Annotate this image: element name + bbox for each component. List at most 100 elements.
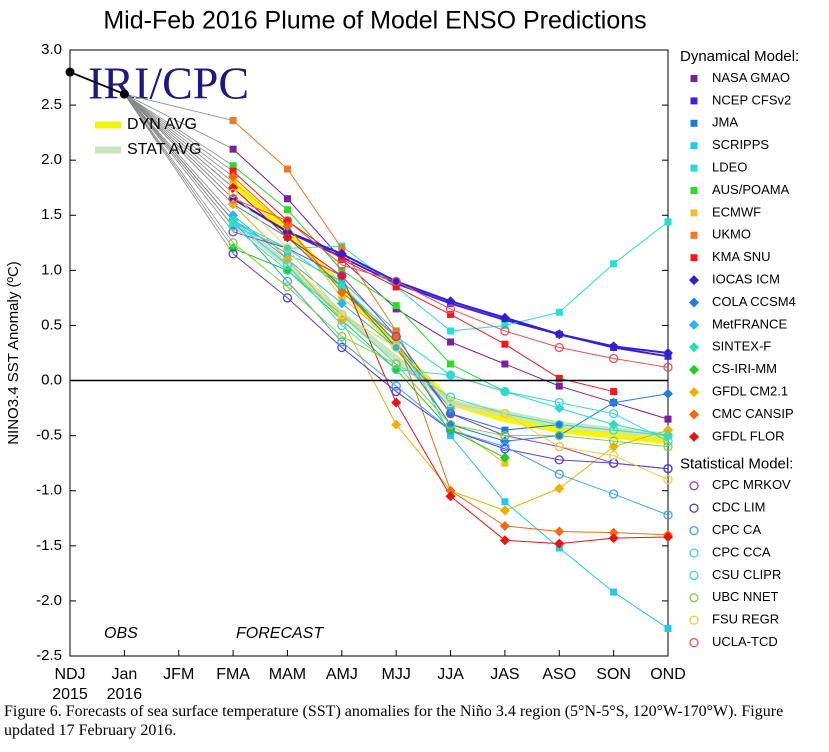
legend-marker	[689, 275, 699, 286]
legend-label: ECMWF	[712, 204, 761, 219]
data-point	[229, 178, 237, 186]
data-point	[283, 206, 291, 214]
data-point	[554, 442, 564, 452]
data-point	[392, 338, 400, 346]
model-line	[232, 192, 669, 481]
x-tick-label: SON	[596, 666, 631, 683]
legend-marker	[690, 75, 698, 82]
data-point	[228, 249, 238, 259]
model-line	[232, 220, 669, 516]
data-point	[663, 510, 673, 520]
data-point	[282, 243, 293, 254]
model-line	[232, 165, 506, 393]
y-tick-label: -0.5	[36, 427, 62, 444]
data-point	[391, 397, 402, 408]
legend-marker	[689, 342, 699, 353]
legend-label: UKMO	[712, 227, 751, 242]
data-point	[282, 243, 293, 253]
data-point	[229, 145, 237, 153]
legend-label: CPC MRKOV	[712, 477, 791, 492]
logo: IRI/CPC	[88, 58, 249, 109]
data-point	[282, 265, 293, 276]
observed-line	[69, 71, 125, 95]
legend-label: AUS/POAMA	[712, 182, 790, 197]
observed-point	[119, 89, 129, 99]
fan-line	[124, 93, 234, 167]
data-point	[447, 338, 455, 346]
data-point	[392, 302, 400, 310]
x-tick-label: JJA	[437, 666, 464, 683]
data-point	[228, 227, 238, 237]
legend-label: SCRIPPS	[712, 137, 769, 152]
data-point	[501, 459, 509, 467]
data-point	[336, 248, 347, 259]
data-point	[554, 526, 565, 537]
data-point	[555, 421, 563, 429]
data-point	[282, 260, 293, 270]
legend-marker	[690, 254, 698, 262]
fan-line	[124, 93, 234, 216]
data-point	[501, 340, 509, 348]
data-point	[229, 167, 237, 175]
data-point	[499, 520, 510, 531]
y-tick-label: 1.0	[41, 261, 62, 278]
data-point	[445, 370, 456, 381]
data-point	[447, 410, 455, 418]
x-tick-label: OND	[650, 666, 686, 683]
data-point	[664, 624, 672, 632]
data-point	[608, 450, 619, 461]
fan-line	[124, 93, 234, 222]
legend-label: GFDL CM2.1	[712, 384, 788, 399]
data-point	[554, 329, 565, 340]
legend-label: SINTEX-F	[712, 339, 771, 354]
legend-label: GFDL FLOR	[712, 428, 784, 443]
data-point	[229, 117, 237, 125]
data-point	[283, 165, 291, 173]
legend-marker	[689, 319, 699, 330]
legend-marker	[690, 231, 698, 239]
data-point	[391, 359, 401, 369]
y-tick-label: 0.0	[41, 372, 62, 389]
legend-label: JMA	[712, 115, 738, 130]
data-point	[447, 310, 455, 318]
legend-marker	[689, 525, 699, 536]
model-line	[232, 181, 506, 464]
data-point	[499, 505, 510, 516]
data-point	[283, 217, 291, 225]
data-point	[555, 382, 563, 390]
data-point	[282, 232, 293, 243]
data-point	[500, 430, 510, 441]
y-tick-label: 3.0	[41, 41, 62, 58]
data-point	[391, 364, 401, 375]
data-point	[555, 374, 563, 382]
data-point	[554, 430, 565, 441]
fan-line	[124, 93, 234, 150]
data-point	[664, 415, 672, 423]
legend-label: DYN AVG	[127, 116, 197, 133]
data-point	[554, 342, 564, 353]
chart-title: Mid-Feb 2016 Plume of Model ENSO Predict…	[103, 7, 646, 35]
data-point	[282, 282, 293, 292]
data-point	[337, 271, 347, 281]
y-tick-label: -1.5	[36, 537, 62, 554]
data-point	[392, 327, 400, 335]
obs-label: OBS	[104, 625, 138, 642]
data-point	[663, 532, 673, 543]
data-point	[555, 308, 563, 316]
data-point	[610, 260, 618, 268]
legend-marker	[690, 164, 698, 172]
x-tick-label: NDJ	[54, 666, 85, 683]
data-point	[608, 527, 619, 538]
y-tick-label: 2.0	[41, 151, 62, 168]
x-tick-label: JAS	[490, 666, 519, 683]
legend-marker	[689, 387, 699, 398]
legend-marker	[689, 409, 699, 420]
data-point	[501, 498, 509, 506]
data-point	[447, 432, 455, 440]
legend-marker	[689, 637, 699, 648]
data-point	[337, 260, 347, 270]
legend-label: CSU CLIPR	[712, 567, 781, 582]
y-tick-label: 0.5	[41, 316, 62, 333]
legend-marker	[690, 187, 698, 194]
fan-line	[124, 93, 234, 183]
